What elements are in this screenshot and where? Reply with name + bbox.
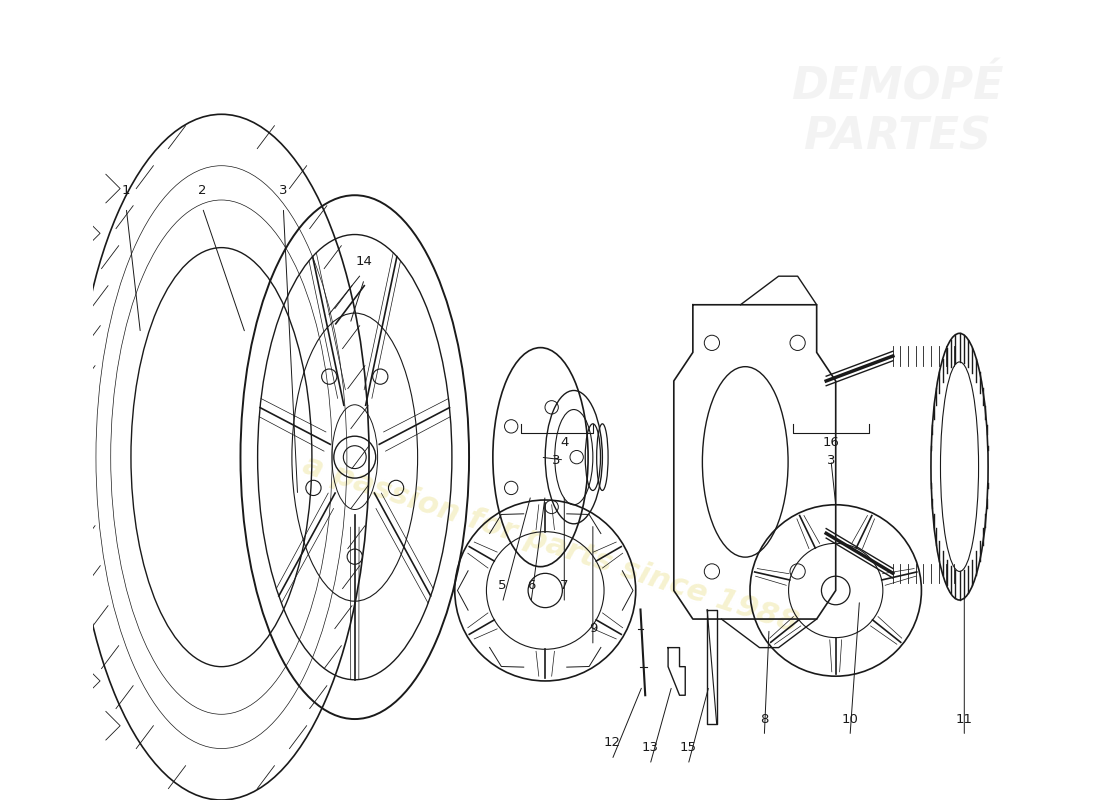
Text: 3: 3	[279, 184, 287, 197]
Text: 10: 10	[842, 713, 858, 726]
Text: 7: 7	[560, 579, 569, 592]
Text: 3: 3	[552, 454, 561, 467]
Text: 4: 4	[560, 436, 569, 450]
Text: 15: 15	[680, 741, 696, 754]
Text: 6: 6	[527, 579, 535, 592]
Text: 12: 12	[604, 736, 620, 750]
Text: a passion for parts since 1988: a passion for parts since 1988	[298, 450, 802, 638]
Text: 11: 11	[956, 713, 972, 726]
Text: 9: 9	[588, 622, 597, 635]
Text: 14: 14	[355, 255, 373, 269]
Text: 13: 13	[641, 741, 659, 754]
Text: 1: 1	[122, 184, 131, 197]
Text: 2: 2	[198, 184, 207, 197]
Text: DEMOPÉ
PARTES: DEMOPÉ PARTES	[791, 66, 1003, 158]
Text: 16: 16	[823, 436, 839, 450]
Text: 3: 3	[827, 454, 835, 467]
Text: 8: 8	[760, 713, 769, 726]
Text: 5: 5	[498, 579, 507, 592]
